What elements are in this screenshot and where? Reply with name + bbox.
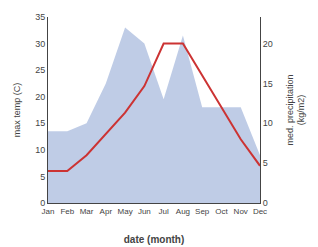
svg-text:30: 30 (35, 39, 45, 49)
svg-text:May: May (118, 207, 133, 216)
svg-text:20: 20 (263, 39, 273, 49)
svg-text:5: 5 (40, 172, 45, 182)
svg-text:35: 35 (35, 12, 45, 22)
svg-text:Jul: Jul (159, 207, 169, 216)
svg-text:15: 15 (35, 118, 45, 128)
svg-text:Sep: Sep (195, 207, 210, 216)
svg-text:Mar: Mar (80, 207, 94, 216)
svg-text:Feb: Feb (60, 207, 74, 216)
svg-text:20: 20 (35, 92, 45, 102)
svg-text:med. precipitation(kg/m2): med. precipitation(kg/m2) (285, 74, 307, 145)
svg-text:Apr: Apr (100, 207, 113, 216)
svg-text:Oct: Oct (215, 207, 228, 216)
svg-text:15: 15 (263, 79, 273, 89)
svg-text:Aug: Aug (176, 207, 190, 216)
svg-text:max temp (C): max temp (C) (12, 83, 22, 138)
svg-text:Jan: Jan (42, 207, 55, 216)
svg-text:Dec: Dec (253, 207, 267, 216)
svg-text:0: 0 (40, 198, 45, 208)
svg-text:0: 0 (263, 198, 268, 208)
svg-text:Nov: Nov (234, 207, 248, 216)
svg-text:date (month): date (month) (124, 234, 185, 245)
svg-text:5: 5 (263, 158, 268, 168)
svg-text:10: 10 (263, 118, 273, 128)
svg-text:25: 25 (35, 65, 45, 75)
svg-text:10: 10 (35, 145, 45, 155)
svg-text:Jun: Jun (138, 207, 151, 216)
